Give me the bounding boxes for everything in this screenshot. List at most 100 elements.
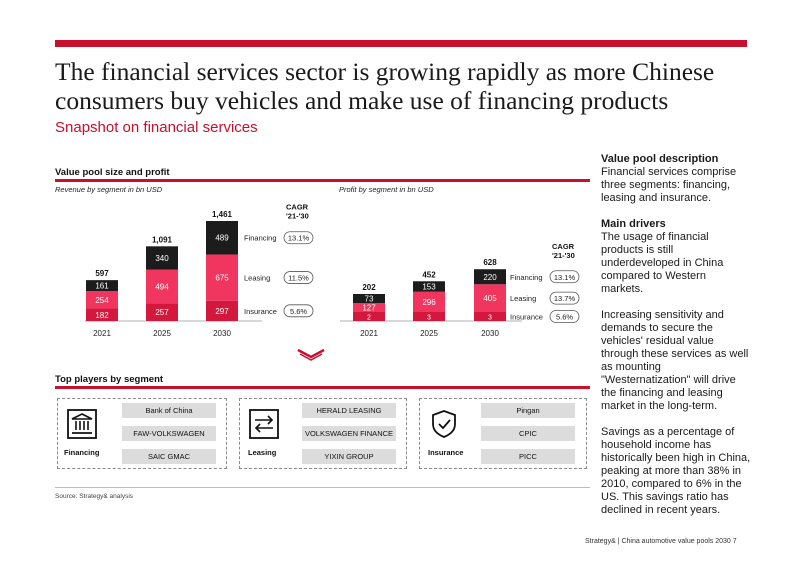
category-tick-label: 2025 <box>153 329 171 338</box>
financing-players-box: Financing Bank of China FAW-VOLKSWAGEN S… <box>57 398 227 469</box>
bar-segment-financing <box>413 281 445 292</box>
cagr-value: 13.1% <box>554 273 576 282</box>
page-title: The financial services sector is growing… <box>55 57 755 115</box>
bar-segment-financing <box>146 246 178 270</box>
segment-label-insurance: Insurance <box>428 448 464 457</box>
data-label: 161 <box>95 282 109 291</box>
bar-segment-insurance <box>146 303 178 321</box>
cagr-badge <box>283 231 314 245</box>
total-label: 628 <box>483 258 497 267</box>
total-label: 1,461 <box>212 210 233 219</box>
bar-segment-leasing <box>353 303 385 312</box>
data-label: 220 <box>483 273 497 282</box>
source-rule <box>55 487 590 488</box>
source-note: Source: Strategy& analysis <box>55 493 134 500</box>
player-pill: PICC <box>481 449 575 464</box>
data-label: 340 <box>155 254 169 263</box>
bar-segment-leasing <box>86 291 118 309</box>
player-pill: Bank of China <box>122 403 216 418</box>
description-heading: Value pool description <box>601 153 719 165</box>
data-label: 297 <box>215 307 229 316</box>
data-label: 2 <box>367 315 371 322</box>
bar-segment-insurance <box>413 312 445 321</box>
insurance-players-box: Insurance Pingan CPIC PICC <box>419 398 587 469</box>
bar-segment-leasing <box>474 284 506 312</box>
bar-segment-financing <box>353 294 385 303</box>
cagr-value: 5.6% <box>290 307 307 316</box>
data-label: 73 <box>365 295 374 304</box>
total-label: 452 <box>422 270 436 279</box>
value-pool-heading: Value pool size and profit <box>55 167 170 178</box>
category-tick-label: 2030 <box>481 329 499 338</box>
title-line-1: The financial services sector is growing… <box>55 57 715 86</box>
player-pill: FAW-VOLKSWAGEN <box>122 426 216 441</box>
data-label: 675 <box>215 274 229 283</box>
description-text: Financial services comprise three segmen… <box>601 166 737 204</box>
legend-label-leasing: Leasing <box>244 274 270 283</box>
cagr-value: 11.5% <box>288 274 309 283</box>
cagr-value: 5.6% <box>556 313 573 322</box>
profit-subtitle: Profit by segment in bn USD <box>339 185 434 194</box>
category-tick-label: 2021 <box>93 329 111 338</box>
cagr-header: '21-'30 <box>552 251 575 260</box>
page-subtitle: Snapshot on financial services <box>55 119 258 136</box>
total-label: 597 <box>95 269 109 278</box>
legend-label-insurance: Insurance <box>510 313 543 322</box>
title-line-2: consumers buy vehicles and make use of f… <box>55 86 669 115</box>
bar-segment-financing <box>206 221 238 255</box>
revenue-subtitle: Revenue by segment in bn USD <box>55 185 163 194</box>
data-label: 494 <box>155 283 169 292</box>
category-tick-label: 2025 <box>420 329 438 338</box>
value-pool-rule <box>55 179 590 182</box>
player-pill: VOLKSWAGEN FINANCE <box>302 426 396 441</box>
category-tick-label: 2021 <box>360 329 378 338</box>
legend-label-financing: Financing <box>244 234 277 243</box>
cagr-badge <box>549 270 580 284</box>
data-label: 257 <box>155 308 169 317</box>
bar-segment-leasing <box>206 254 238 301</box>
player-pill: HERALD LEASING <box>302 403 396 418</box>
data-label: 489 <box>215 234 229 243</box>
cagr-header: '21-'30 <box>286 212 309 221</box>
legend-label-financing: Financing <box>510 273 543 282</box>
legend-label-insurance: Insurance <box>244 307 277 316</box>
legend-label-leasing: Leasing <box>510 294 536 303</box>
cagr-badge <box>549 291 580 305</box>
segment-label-leasing: Leasing <box>248 448 277 457</box>
top-accent-bar <box>55 40 747 47</box>
footer: Strategy& | China automotive value pools… <box>585 538 737 545</box>
total-label: 202 <box>362 283 376 292</box>
data-label: 296 <box>422 298 436 307</box>
bar-segment-insurance <box>206 300 238 321</box>
total-label: 1,091 <box>152 235 173 244</box>
cagr-value: 13.7% <box>554 294 576 303</box>
data-label: 127 <box>362 304 376 313</box>
cagr-badge <box>283 271 314 284</box>
player-pill: Pingan <box>481 403 575 418</box>
player-pill: SAIC GMAC <box>122 449 216 464</box>
data-label: 3 <box>427 315 431 322</box>
bank-icon <box>67 409 97 439</box>
player-pill: CPIC <box>481 426 575 441</box>
leasing-players-box: Leasing HERALD LEASING VOLKSWAGEN FINANC… <box>239 398 407 469</box>
top-players-heading: Top players by segment <box>55 374 164 385</box>
top-players-rule <box>55 386 590 389</box>
category-tick-label: 2030 <box>213 329 231 338</box>
player-pill: YIXIN GROUP <box>302 449 396 464</box>
data-label: 3 <box>488 315 492 322</box>
segment-label-financing: Financing <box>64 448 100 457</box>
drivers-text: The usage of financial products is still… <box>601 231 724 295</box>
data-label: 254 <box>95 296 109 305</box>
drivers-text: Savings as a percentage of household inc… <box>601 426 751 516</box>
drivers-text: Increasing sensitivity and demands to se… <box>601 309 749 412</box>
bar-segment-financing <box>86 280 118 292</box>
transfer-arrows-icon <box>249 409 279 439</box>
cagr-header: CAGR <box>552 242 575 251</box>
cagr-badge <box>283 304 314 318</box>
cagr-badge <box>549 310 580 323</box>
shield-check-icon <box>432 410 456 438</box>
data-label: 153 <box>422 283 436 292</box>
cagr-header: CAGR <box>286 203 309 212</box>
cagr-value: 13.1% <box>288 234 310 243</box>
chevron-down-icon <box>297 348 325 361</box>
